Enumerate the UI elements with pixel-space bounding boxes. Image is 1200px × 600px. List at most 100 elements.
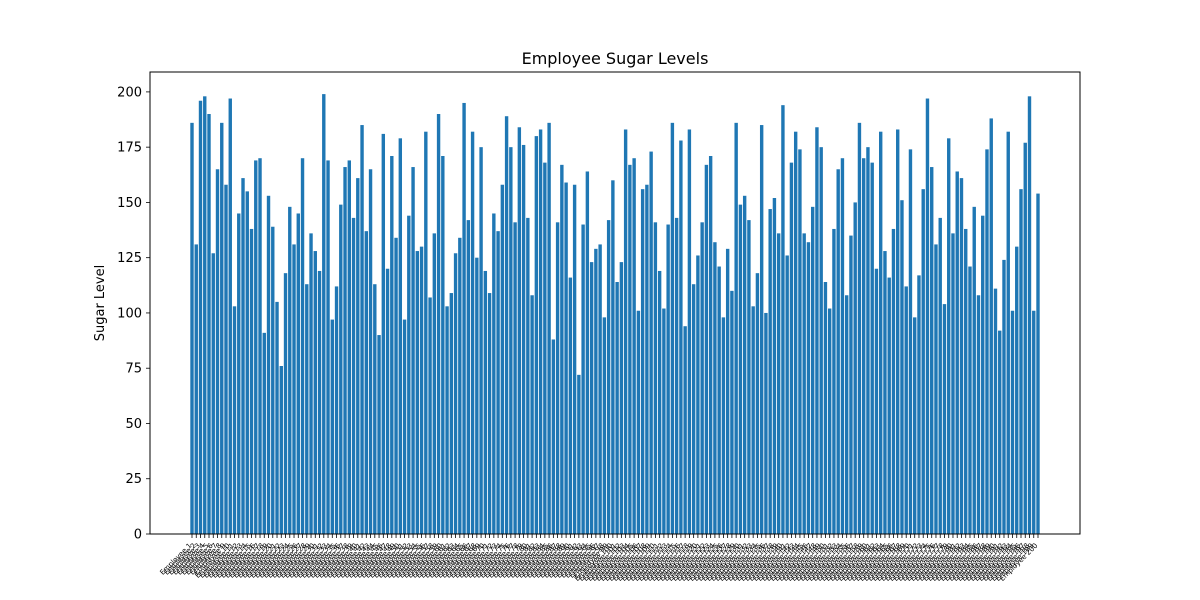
bar bbox=[964, 228, 968, 534]
bar bbox=[810, 206, 815, 535]
y-tick-label: 75 bbox=[125, 362, 142, 377]
bar bbox=[785, 255, 789, 534]
bar bbox=[879, 131, 883, 534]
bar-group bbox=[190, 94, 1040, 535]
bar bbox=[619, 262, 624, 534]
bar bbox=[220, 122, 224, 534]
bar bbox=[292, 244, 296, 534]
bar bbox=[598, 244, 602, 534]
bar bbox=[734, 122, 738, 534]
y-tick-label: 175 bbox=[117, 141, 142, 156]
y-tick-label: 150 bbox=[117, 196, 142, 211]
bar bbox=[742, 195, 747, 534]
bar bbox=[288, 206, 292, 535]
bar bbox=[432, 233, 437, 535]
bar bbox=[827, 308, 832, 534]
bar bbox=[266, 195, 271, 534]
bar bbox=[887, 277, 891, 534]
bar bbox=[649, 151, 653, 535]
bar bbox=[334, 286, 339, 534]
bar bbox=[530, 295, 534, 534]
bar bbox=[513, 222, 517, 535]
bar bbox=[930, 167, 934, 535]
bar bbox=[453, 253, 458, 534]
bar bbox=[356, 178, 360, 535]
bar bbox=[254, 160, 258, 534]
bar bbox=[789, 162, 794, 534]
bar bbox=[951, 233, 955, 535]
bar bbox=[615, 282, 619, 534]
bar bbox=[674, 217, 679, 534]
bar bbox=[959, 178, 964, 535]
bar bbox=[968, 266, 972, 534]
bar bbox=[772, 198, 777, 534]
bar bbox=[717, 266, 721, 534]
bar bbox=[836, 169, 840, 534]
bar bbox=[190, 122, 194, 534]
bar bbox=[326, 160, 330, 534]
bar bbox=[781, 105, 785, 535]
bar bbox=[606, 220, 611, 535]
bar bbox=[364, 231, 369, 534]
bar bbox=[713, 242, 717, 534]
bar bbox=[470, 131, 475, 534]
bar bbox=[373, 284, 377, 534]
bar bbox=[351, 217, 356, 534]
bar bbox=[768, 209, 772, 535]
bar bbox=[211, 253, 215, 534]
bar bbox=[738, 204, 743, 534]
bar bbox=[249, 228, 254, 534]
y-tick-label: 50 bbox=[125, 417, 142, 432]
bar bbox=[585, 171, 590, 534]
bar bbox=[479, 147, 483, 534]
bar bbox=[377, 335, 381, 534]
bar bbox=[194, 244, 198, 534]
bar bbox=[972, 206, 976, 535]
bar bbox=[747, 220, 751, 535]
y-axis-ticks: 0 25 50 75 100 125 150 175 200 bbox=[117, 85, 150, 543]
bar bbox=[776, 233, 781, 535]
bar bbox=[759, 125, 764, 534]
bar bbox=[496, 231, 500, 534]
bar bbox=[840, 158, 845, 534]
bar bbox=[305, 284, 309, 534]
bar bbox=[874, 268, 879, 534]
bar bbox=[390, 156, 394, 534]
bar bbox=[572, 184, 577, 534]
bar bbox=[203, 96, 207, 534]
bar bbox=[237, 213, 241, 534]
bar bbox=[1002, 259, 1006, 534]
bar bbox=[402, 319, 407, 534]
bar bbox=[849, 235, 853, 535]
bar bbox=[411, 167, 415, 535]
bar bbox=[271, 226, 275, 534]
bar bbox=[594, 248, 598, 535]
bar bbox=[857, 122, 862, 534]
bar bbox=[343, 167, 347, 535]
bar bbox=[419, 246, 424, 534]
bar bbox=[228, 98, 232, 534]
bar bbox=[806, 242, 811, 534]
bar bbox=[896, 129, 900, 534]
bar bbox=[921, 189, 925, 534]
bar bbox=[815, 127, 819, 534]
bar bbox=[551, 339, 556, 534]
bar bbox=[215, 169, 220, 534]
bar bbox=[347, 160, 351, 534]
bar bbox=[679, 140, 683, 534]
bar bbox=[696, 255, 700, 534]
bar bbox=[721, 317, 726, 534]
bar bbox=[708, 156, 713, 534]
y-tick-label: 25 bbox=[125, 472, 142, 487]
bar bbox=[793, 131, 798, 534]
bar bbox=[802, 233, 806, 535]
bar bbox=[526, 217, 530, 534]
bar bbox=[993, 288, 998, 534]
y-tick-label: 100 bbox=[117, 306, 142, 321]
bar bbox=[981, 215, 985, 534]
bar bbox=[258, 158, 262, 534]
bar bbox=[640, 189, 645, 534]
bar bbox=[1015, 246, 1019, 534]
bar bbox=[322, 94, 326, 534]
bar bbox=[645, 184, 649, 534]
